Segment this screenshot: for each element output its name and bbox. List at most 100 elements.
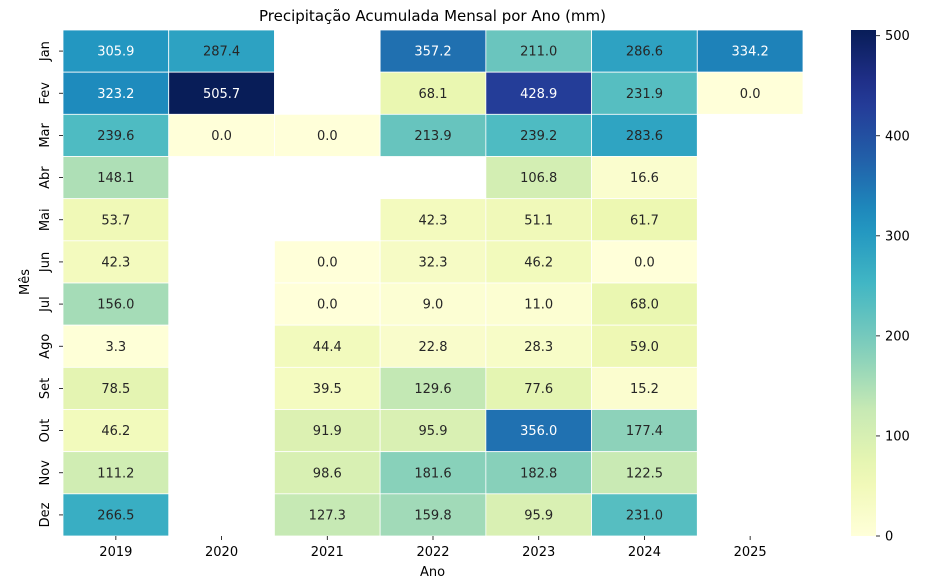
colorbar-tick-label: 0 [885,530,893,545]
heatmap-cell [168,71,275,115]
x-axis-ticks: 2019 2020 2021 2022 2023 2024 2025 [99,536,767,560]
cell-value-label: 111.2 [97,466,134,481]
cell-value-label: 182.8 [520,466,557,481]
cell-value-label: 46.2 [101,424,130,439]
cell-value-label: 357.2 [414,45,451,60]
cell-value-label: 266.5 [97,508,134,523]
cell-value-label: 213.9 [414,129,451,144]
heatmap-cell [62,324,170,368]
heatmap-cell [485,240,592,284]
heatmap-cell [591,324,698,368]
cell-value-label: 42.3 [419,213,448,228]
heatmap-cell [591,240,698,284]
x-tick-label: 2024 [628,545,661,560]
cell-value-label: 51.1 [524,213,553,228]
heatmap-cell [591,113,698,157]
y-tick-label: Jul [38,296,53,313]
heatmap-cell [591,366,698,410]
heatmap-cells: 305.9 287.4 357.2 211.0 286.6 334.2 323.2 505.7… [62,29,804,537]
heatmap-cell [379,113,487,157]
heatmap-cell [168,29,275,73]
cell-value-label: 428.9 [520,87,557,102]
cell-value-label: 305.9 [97,45,134,60]
heatmap-cell [62,409,170,453]
y-axis-label: Mês [18,269,33,295]
heatmap-cell [62,282,170,326]
cell-value-label: 129.6 [414,382,451,397]
cell-value-label: 239.6 [97,129,134,144]
cell-value-label: 211.0 [520,45,557,60]
y-axis-ticks: Jan Fev Mar Abr Mai Jun Jul Ago Set Out Nov Dez [38,41,63,527]
colorbar-tick-label: 300 [885,229,910,244]
cell-value-label: 22.8 [419,340,448,355]
cell-value-label: 15.2 [630,382,659,397]
cell-value-label: 32.3 [419,255,448,270]
heatmap-cell [591,451,698,495]
cell-value-label: 106.8 [520,171,557,186]
heatmap-cell [485,29,592,73]
cell-value-label: 95.9 [524,508,553,523]
heatmap-cell [485,71,592,115]
cell-value-label: 148.1 [97,171,134,186]
heatmap-cell [274,240,381,284]
y-tick-label: Jan [38,41,53,62]
cell-value-label: 59.0 [630,340,659,355]
heatmap-cell [62,156,170,200]
heatmap-cell [62,113,170,157]
heatmap-cell [591,29,698,73]
y-tick-label: Abr [38,166,53,189]
heatmap-cell [379,324,487,368]
cell-value-label: 3.3 [106,340,127,355]
heatmap-cell [591,409,698,453]
cell-value-label: 181.6 [414,466,451,481]
x-tick-label: 2021 [311,545,344,560]
y-tick-label: Ago [38,334,53,359]
cell-value-label: 46.2 [524,255,553,270]
colorbar-tick-label: 200 [885,329,910,344]
cell-value-label: 11.0 [524,298,553,313]
heatmap-cell [696,71,804,115]
cell-value-label: 39.5 [313,382,342,397]
x-tick-label: 2022 [416,545,449,560]
cell-value-label: 42.3 [101,255,130,270]
heatmap-cell [62,451,170,495]
heatmap-cell [62,29,170,73]
heatmap-cell [485,493,592,537]
cell-value-label: 0.0 [634,255,655,270]
cell-value-label: 0.0 [317,129,338,144]
heatmap-cell [379,409,487,453]
cell-value-label: 177.4 [626,424,663,439]
chart-title: Precipitação Acumulada Mensal por Ano (m… [259,7,606,25]
cell-value-label: 61.7 [630,213,659,228]
cell-value-label: 334.2 [732,45,769,60]
colorbar-tick-label: 400 [885,129,910,144]
cell-value-label: 156.0 [97,298,134,313]
cell-value-label: 287.4 [203,45,240,60]
y-tick-label: Set [38,378,53,399]
y-tick-label: Mar [38,122,53,147]
cell-value-label: 239.2 [520,129,557,144]
cell-value-label: 159.8 [414,508,451,523]
cell-value-label: 68.0 [630,298,659,313]
cell-value-label: 127.3 [309,508,346,523]
cell-value-label: 0.0 [211,129,232,144]
heatmap-cell [485,113,592,157]
colorbar [851,30,876,536]
cell-value-label: 231.9 [626,87,663,102]
y-tick-label: Mai [38,208,53,231]
heatmap-cell [168,113,275,157]
cell-value-label: 231.0 [626,508,663,523]
cell-value-label: 505.7 [203,87,240,102]
heatmap-cell [379,29,487,73]
colorbar-ticks: 0 100 200 300 400 500 [876,29,910,545]
y-tick-label: Fev [38,82,53,105]
heatmap-cell [591,198,698,242]
heatmap-cell [274,366,381,410]
heatmap-cell [485,324,592,368]
cell-value-label: 53.7 [101,213,130,228]
y-tick-label: Nov [38,460,53,486]
cell-value-label: 283.6 [626,129,663,144]
cell-value-label: 0.0 [740,87,761,102]
heatmap-cell [274,409,381,453]
